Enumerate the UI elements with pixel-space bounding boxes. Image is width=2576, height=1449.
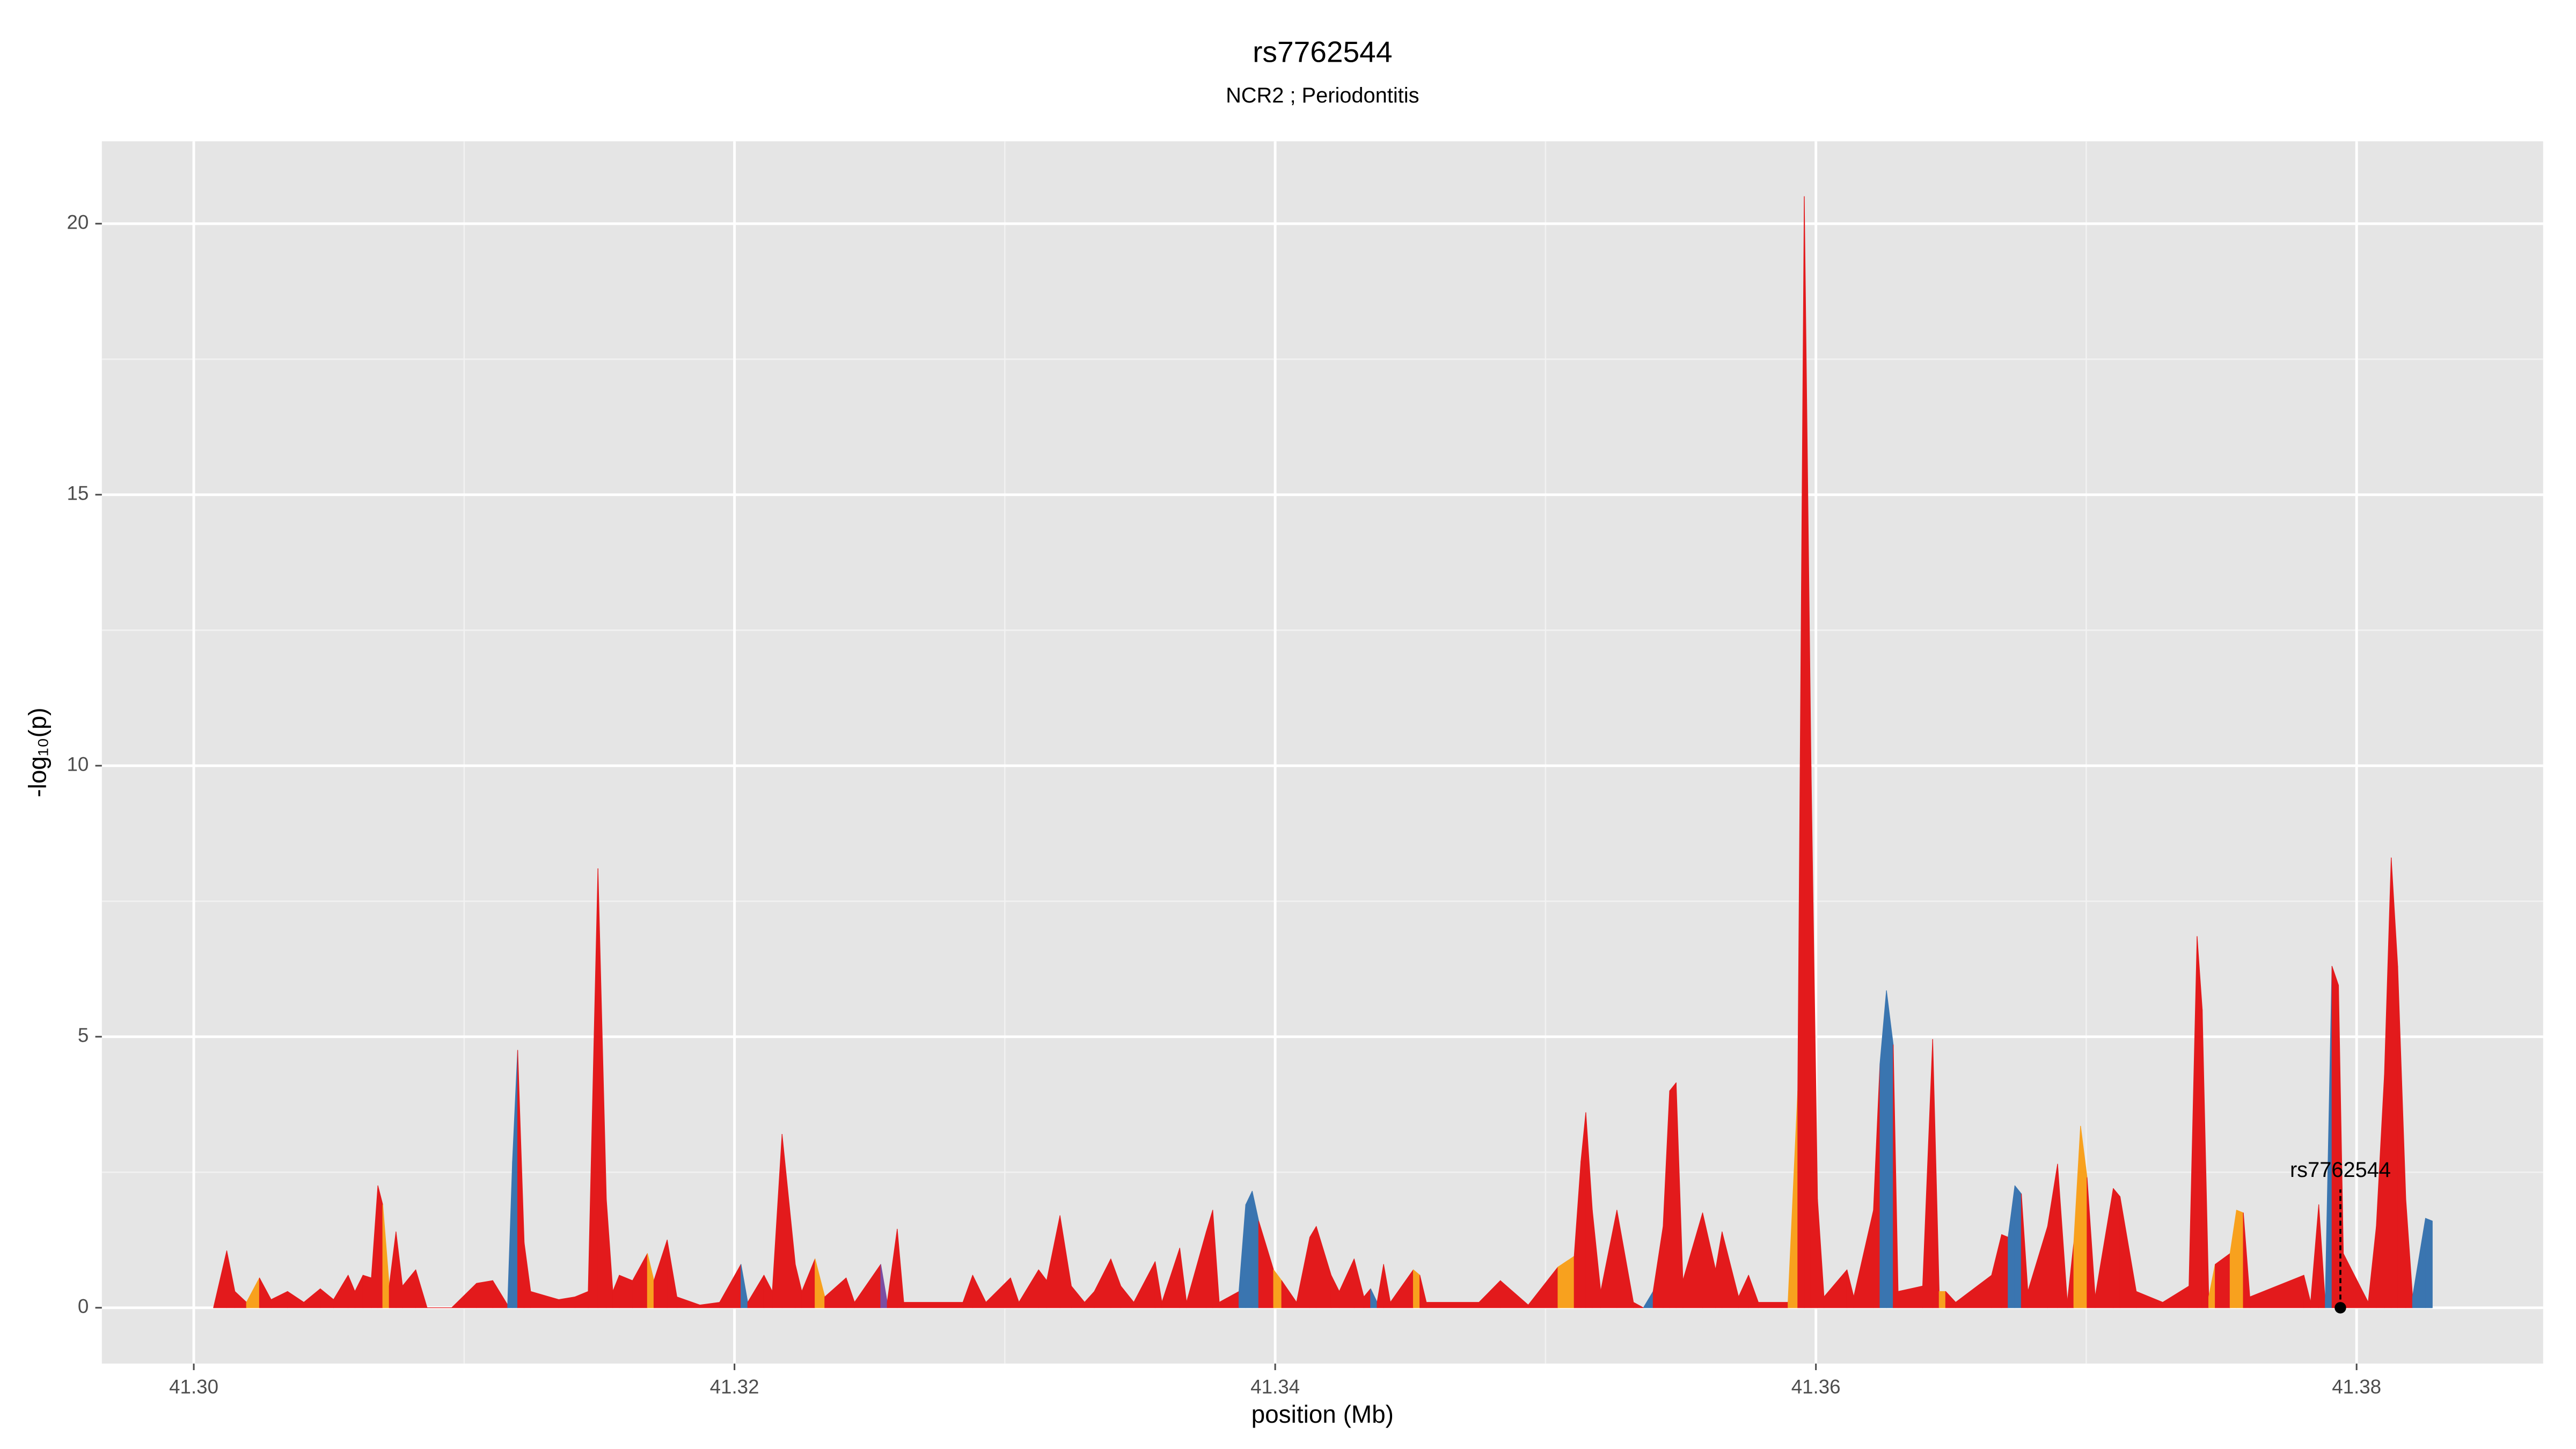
area-segment bbox=[1309, 1226, 1317, 1308]
area-segment bbox=[415, 1269, 428, 1308]
area-segment bbox=[619, 1275, 633, 1308]
area-segment bbox=[1633, 1302, 1644, 1308]
y-tick-label: 15 bbox=[67, 482, 89, 504]
marks: rs7762544 bbox=[213, 196, 2433, 1314]
area-segment bbox=[2236, 1210, 2244, 1308]
area-segment bbox=[2001, 1234, 2009, 1308]
y-tick-label: 10 bbox=[67, 753, 89, 775]
area-segment bbox=[1758, 1302, 1789, 1308]
area-segment bbox=[903, 1302, 963, 1308]
area-segment bbox=[1426, 1302, 1480, 1308]
chart-title: rs7762544 bbox=[1253, 35, 1392, 69]
area-segment bbox=[476, 1280, 493, 1308]
area-segment bbox=[2014, 1185, 2022, 1308]
annotation-label: rs7762544 bbox=[2290, 1158, 2391, 1182]
x-tick-label: 41.30 bbox=[169, 1375, 218, 1397]
x-tick-label: 41.38 bbox=[2332, 1375, 2381, 1397]
plot-panel bbox=[101, 141, 2543, 1364]
x-axis-label: position (Mb) bbox=[1252, 1400, 1394, 1428]
area-segment bbox=[2331, 965, 2339, 1308]
area-segment bbox=[1938, 1291, 1946, 1308]
chart-subtitle: NCR2 ; Periodontitis bbox=[1226, 84, 1419, 107]
area-segment bbox=[377, 1185, 383, 1308]
area-segment bbox=[2113, 1188, 2120, 1308]
x-tick-label: 41.32 bbox=[710, 1375, 759, 1397]
area-segment bbox=[362, 1275, 372, 1308]
x-tick-label: 41.36 bbox=[1791, 1375, 1841, 1397]
y-tick-label: 5 bbox=[78, 1024, 89, 1046]
x-tick-label: 41.34 bbox=[1250, 1375, 1300, 1397]
y-tick-label: 20 bbox=[67, 211, 89, 233]
area-segment bbox=[1245, 1191, 1253, 1308]
annotation-point bbox=[2334, 1302, 2346, 1314]
area-segment bbox=[1413, 1269, 1421, 1308]
axes: 41.30 41.32 41.34 41.36 41.38 0 5 10 15 20 bbox=[67, 211, 2381, 1397]
area-segment bbox=[2425, 1218, 2433, 1308]
area-segment bbox=[1886, 990, 1894, 1308]
y-tick-label: 0 bbox=[78, 1295, 89, 1317]
y-axis-label: -log₁₀(p) bbox=[24, 707, 52, 797]
area-segment bbox=[1669, 1082, 1677, 1308]
